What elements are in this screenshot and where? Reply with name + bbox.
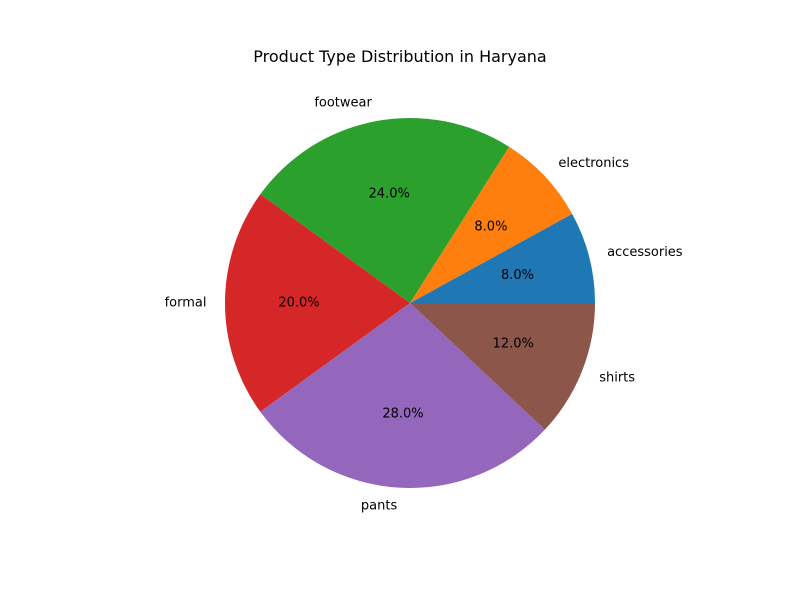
- pie-slice-formal: [225, 194, 410, 412]
- slice-percent-formal: 20.0%: [278, 296, 319, 311]
- chart-title: Product Type Distribution in Haryana: [253, 47, 547, 66]
- slice-percent-electronics: 8.0%: [474, 220, 507, 235]
- slice-percent-footwear: 24.0%: [369, 186, 410, 201]
- pie-slice-pants: [260, 303, 545, 489]
- slice-label-accessories: accessories: [607, 245, 683, 260]
- pie-slice-shirts: [410, 303, 595, 430]
- slice-label-pants: pants: [361, 499, 398, 514]
- slice-percent-shirts: 12.0%: [493, 336, 534, 351]
- pie-slice-footwear: [260, 118, 510, 303]
- pie-slices: [225, 118, 595, 489]
- slice-label-footwear: footwear: [314, 96, 372, 111]
- slice-percent-pants: 28.0%: [382, 406, 423, 421]
- slice-percent-accessories: 8.0%: [501, 268, 534, 283]
- pie-slice-accessories: [410, 213, 595, 303]
- slice-label-formal: formal: [165, 296, 207, 311]
- pie-labels: accessories 8.0% electronics 8.0% footwear 24…: [165, 96, 683, 514]
- slice-label-shirts: shirts: [599, 370, 635, 385]
- pie-slice-electronics: [410, 146, 573, 303]
- slice-label-electronics: electronics: [558, 156, 629, 171]
